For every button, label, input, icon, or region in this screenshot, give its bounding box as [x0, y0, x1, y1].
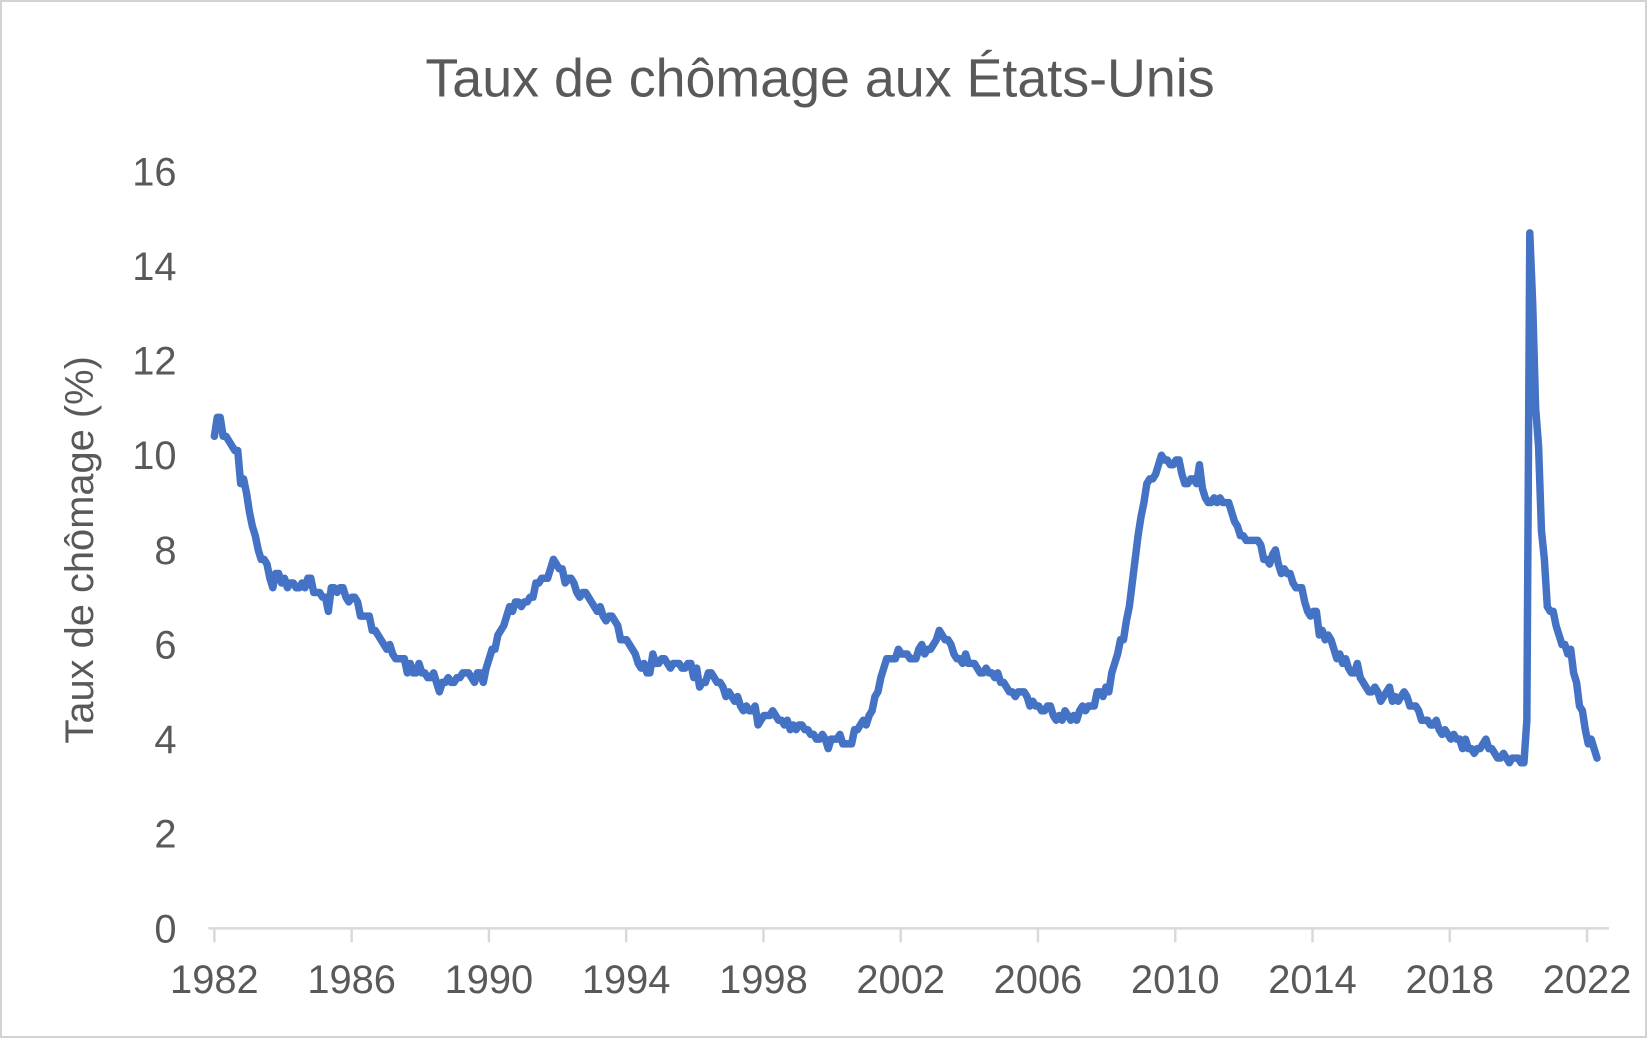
x-tick-label-1986: 1986: [307, 958, 396, 1002]
x-tick-label-2006: 2006: [994, 958, 1083, 1002]
x-tick-label-1994: 1994: [582, 958, 671, 1002]
x-tick-label-2022: 2022: [1543, 958, 1632, 1002]
y-tick-label-6: 6: [154, 623, 176, 667]
x-tick-label-1982: 1982: [170, 958, 259, 1002]
x-tick-label-2002: 2002: [856, 958, 945, 1002]
unemployment-rate-line: [210, 229, 1601, 767]
y-tick-label-16: 16: [132, 150, 176, 194]
x-tick-label-2014: 2014: [1268, 958, 1357, 1002]
x-tick-label-2010: 2010: [1131, 958, 1220, 1002]
y-tick-label-4: 4: [154, 718, 176, 762]
x-tick-label-2018: 2018: [1405, 958, 1494, 1002]
x-tick-label-1998: 1998: [719, 958, 808, 1002]
chart-title: Taux de chômage aux États-Unis: [425, 49, 1214, 109]
y-tick-label-8: 8: [154, 529, 176, 573]
y-axis-title: Taux de chômage (%): [58, 356, 102, 743]
y-tick-label-2: 2: [154, 813, 176, 857]
y-axis-tick-labels: 0 2 4 6 8 10 12 14 16: [132, 150, 176, 951]
y-tick-label-12: 12: [132, 340, 176, 384]
x-axis-tick-labels: 1982 1986 1990 1994 1998 2002 2006 2010 2014 2018…: [170, 958, 1631, 1002]
x-tick-label-1990: 1990: [445, 958, 534, 1002]
y-tick-label-0: 0: [154, 907, 176, 951]
x-axis-tick-marks: [213, 928, 1589, 943]
y-tick-label-10: 10: [132, 434, 176, 478]
y-tick-label-14: 14: [132, 245, 176, 289]
